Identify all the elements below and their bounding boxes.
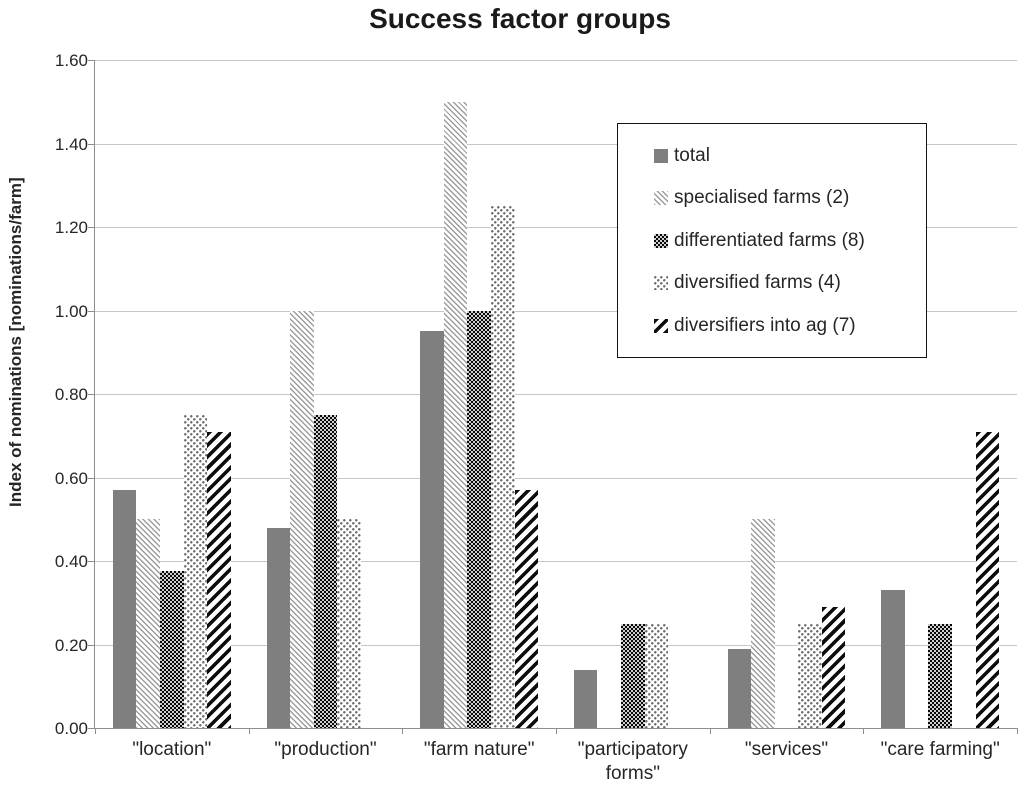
y-tick-label: 1.00 [54, 301, 88, 321]
y-tick-label: 1.20 [54, 217, 88, 237]
y-tick-label: 0.60 [54, 468, 88, 488]
y-axis-tick [88, 144, 94, 145]
y-tick-label: 0.00 [54, 718, 88, 738]
bar-differentiated-farms-8 [467, 310, 491, 728]
bar-diversified-farms-4 [183, 414, 208, 728]
bar-specialised-farms-2 [136, 519, 161, 728]
legend-item: differentiated farms (8) [654, 230, 926, 252]
plot-area: 0.00 0.20 0.40 0.60 0.80 1.00 1.20 1.40 1.60 "loc… [55, 51, 1018, 784]
bar-diversifiers-into-ag-7 [821, 606, 846, 728]
gridline [95, 227, 1017, 228]
y-axis-tick [88, 227, 94, 228]
y-axis-tick [88, 394, 94, 395]
x-axis-tick [95, 729, 96, 734]
legend-item: diversified farms (4) [654, 272, 926, 294]
x-axis-tick [249, 729, 250, 734]
x-axis-tick [863, 729, 864, 734]
legend-item: total [654, 145, 926, 167]
bar-total [420, 331, 444, 728]
chart-title: Success factor groups [369, 3, 671, 34]
legend-item: specialised farms (2) [654, 187, 926, 209]
x-axis-line [94, 728, 1018, 729]
bar-total [727, 648, 752, 728]
gridline [95, 478, 1017, 479]
legend-swatch-icon [654, 233, 668, 248]
gridline [95, 561, 1017, 562]
bar-differentiated-farms-8 [928, 623, 952, 728]
legend-item: diversifiers into ag (7) [654, 315, 926, 337]
y-tick-label: 0.20 [54, 635, 88, 655]
bar-diversified-farms-4 [644, 623, 669, 728]
bar-specialised-farms-2 [751, 519, 775, 728]
legend-swatch-icon [654, 276, 668, 290]
gridline [95, 394, 1017, 395]
x-category-label: "location" [132, 739, 212, 760]
gridline [95, 311, 1017, 312]
gridline [95, 144, 1017, 145]
legend-label: total [674, 144, 710, 166]
y-tick-label: 0.40 [54, 551, 88, 571]
y-axis-line [94, 60, 95, 728]
x-axis-tick [1017, 729, 1018, 734]
y-axis-tick [88, 478, 94, 479]
bar-diversified-farms-4 [798, 623, 822, 728]
bar-differentiated-farms-8 [160, 571, 184, 728]
bar-diversifiers-into-ag-7 [207, 431, 231, 728]
y-tick-label: 1.40 [54, 134, 88, 154]
legend-swatch-icon [654, 318, 668, 333]
legend-label: diversified farms (4) [674, 272, 841, 293]
legend: total specialised farms (2) differentiated… [617, 123, 927, 358]
bar-specialised-farms-2 [443, 101, 468, 728]
legend-label: diversifiers into ag (7) [674, 314, 856, 336]
bar-total [112, 490, 137, 728]
legend-label: specialised farms (2) [674, 187, 850, 208]
gridline [95, 645, 1017, 646]
bar-diversifiers-into-ag-7 [975, 431, 1000, 728]
legend-swatch-icon [654, 191, 668, 205]
y-axis-title: Index of nominations [nominations/farm] [6, 177, 25, 507]
x-axis-tick [710, 729, 711, 734]
x-axis-tick [402, 729, 403, 734]
x-category-label: "participatory forms" [577, 739, 688, 784]
legend-swatch-icon [654, 148, 668, 163]
bar-specialised-farms-2 [290, 310, 314, 728]
x-category-label: "farm nature" [423, 739, 535, 760]
legend-label: differentiated farms (8) [674, 229, 865, 251]
bar-diversified-farms-4 [337, 519, 361, 728]
bar-differentiated-farms-8 [313, 414, 338, 728]
x-category-label: "services" [744, 739, 829, 760]
y-axis-tick [88, 311, 94, 312]
y-axis-tick [88, 645, 94, 646]
x-category-label: "production" [274, 739, 377, 760]
bar-total [881, 590, 905, 728]
y-tick-label: 1.60 [54, 50, 88, 70]
bar-total [266, 527, 291, 728]
bar-total [573, 669, 598, 728]
y-axis-tick [88, 561, 94, 562]
bar-differentiated-farms-8 [621, 623, 645, 728]
bar-diversifiers-into-ag-7 [514, 490, 539, 728]
x-category-label: "care farming" [880, 739, 1000, 760]
x-axis-tick [556, 729, 557, 734]
y-tick-label: 0.80 [54, 384, 88, 404]
bar-diversified-farms-4 [490, 206, 515, 728]
gridline [95, 60, 1017, 61]
y-axis-tick [88, 728, 94, 729]
y-axis-tick [88, 60, 94, 61]
